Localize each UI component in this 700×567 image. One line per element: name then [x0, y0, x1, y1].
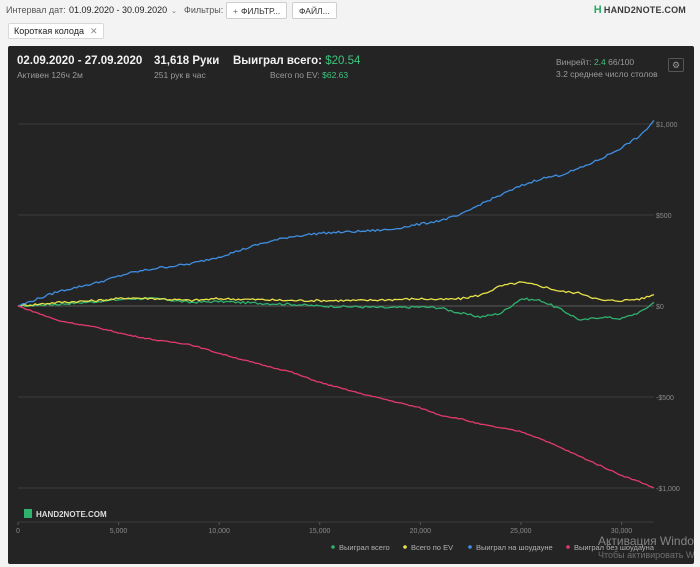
x-tick-label: 5,000 [110, 528, 128, 535]
x-tick-label: 20,000 [410, 528, 432, 535]
windows-activation-subtext: Чтобы активировать Windows [598, 550, 694, 560]
hand2note-logo: Η HAND2NOTE.COM [594, 4, 686, 16]
chart-logo-icon [24, 509, 32, 518]
x-tick-label: 10,000 [208, 528, 230, 535]
y-tick-label: $0 [656, 304, 664, 311]
legend-label: Выиграл всего [339, 543, 390, 552]
logo-text: HAND2NOTE.COM [603, 5, 686, 15]
series-line-3 [17, 119, 655, 307]
ev-total: Всего по EV: $62.63 [270, 70, 348, 80]
x-tick-label: 25,000 [510, 528, 532, 535]
date-interval-label: Интервал дат: [6, 5, 66, 15]
chevron-down-icon: ⌄ [171, 8, 177, 15]
ev-total-label: Всего по EV: [270, 70, 320, 80]
winrate-label: Винрейт: [556, 57, 592, 67]
filter-button-label: ФИЛЬТР... [240, 6, 281, 16]
won-total: Выиграл всего: $20.54 [233, 55, 360, 67]
legend-marker [331, 545, 335, 549]
winrate: Винрейт: 2.4 66/100 [556, 57, 634, 67]
legend-label: Выиграл на шоудауне [476, 543, 553, 552]
y-tick-label: -$500 [656, 395, 674, 402]
toolbar: Интервал дат: 01.09.2020 - 30.09.2020 ⌄ Ф… [0, 0, 700, 22]
file-button-label: ФАЙЛ... [299, 6, 330, 16]
y-tick-label: $1,000 [656, 122, 678, 129]
chart-series [17, 119, 655, 489]
hands-per-hour: 251 рук в час [154, 70, 206, 80]
x-tick-label: 0 [16, 528, 20, 535]
filter-chip-label: Короткая колода [14, 26, 84, 36]
windows-activation-watermark: Активация Windows [598, 534, 694, 548]
date-range-dropdown[interactable]: 01.09.2020 - 30.09.2020 ⌄ [67, 3, 179, 17]
winrate-rest: 66/100 [608, 57, 635, 67]
legend-marker [468, 545, 472, 549]
chart-logo-text: HAND2NOTE.COM [36, 510, 107, 519]
close-icon[interactable]: ✕ [89, 26, 98, 36]
chart-legend: Выиграл всего Всего по EV Выиграл на шоуда… [331, 543, 655, 552]
series-line-2 [17, 281, 655, 308]
series-line-1 [17, 297, 655, 321]
won-total-label: Выиграл всего: [233, 55, 322, 67]
profit-chart: 0 5,000 10,000 15,000 20,000 25,000 30,000 $1,… [16, 119, 680, 552]
active-time: Активен 126ч 2м [17, 70, 83, 80]
legend-marker [566, 545, 570, 549]
legend-label: Всего по EV [411, 543, 453, 552]
avg-tables: 3.2 среднее число столов [556, 69, 658, 79]
date-range-value: 01.09.2020 - 30.09.2020 [69, 5, 168, 15]
gear-icon[interactable]: ⚙ [668, 58, 684, 72]
plus-icon: + [233, 6, 238, 16]
ev-total-value: $62.63 [322, 70, 349, 80]
file-button[interactable]: ФАЙЛ... [292, 2, 337, 19]
x-axis: 0 5,000 10,000 15,000 20,000 25,000 30,000 [16, 521, 654, 535]
chart-grid [18, 123, 654, 489]
legend-marker [403, 545, 407, 549]
filters-label: Фильтры: [184, 5, 224, 15]
date-span: 02.09.2020 - 27.09.2020 [17, 55, 143, 67]
chart-logo: HAND2NOTE.COM [24, 509, 107, 519]
winrate-value: 2.4 [593, 57, 606, 67]
x-tick-label: 30,000 [611, 528, 633, 535]
y-tick-label: $500 [656, 213, 672, 220]
legend-label: Выиграл без шоудауна [574, 543, 655, 552]
hands-count: 31,618 Руки [154, 55, 220, 67]
filter-button[interactable]: + ФИЛЬТР... [226, 2, 288, 19]
won-total-value: $20.54 [325, 55, 361, 67]
series-line-4 [17, 305, 655, 489]
x-tick-label: 15,000 [309, 528, 331, 535]
logo-icon: Η [593, 4, 602, 16]
y-axis: $1,000 $500 $0 -$500 -$1,000 [656, 122, 680, 493]
filter-chip[interactable]: Короткая колода ✕ [8, 23, 104, 39]
y-tick-label: -$1,000 [656, 486, 680, 493]
graph-panel: 02.09.2020 - 27.09.2020 Активен 126ч 2м … [8, 46, 694, 564]
